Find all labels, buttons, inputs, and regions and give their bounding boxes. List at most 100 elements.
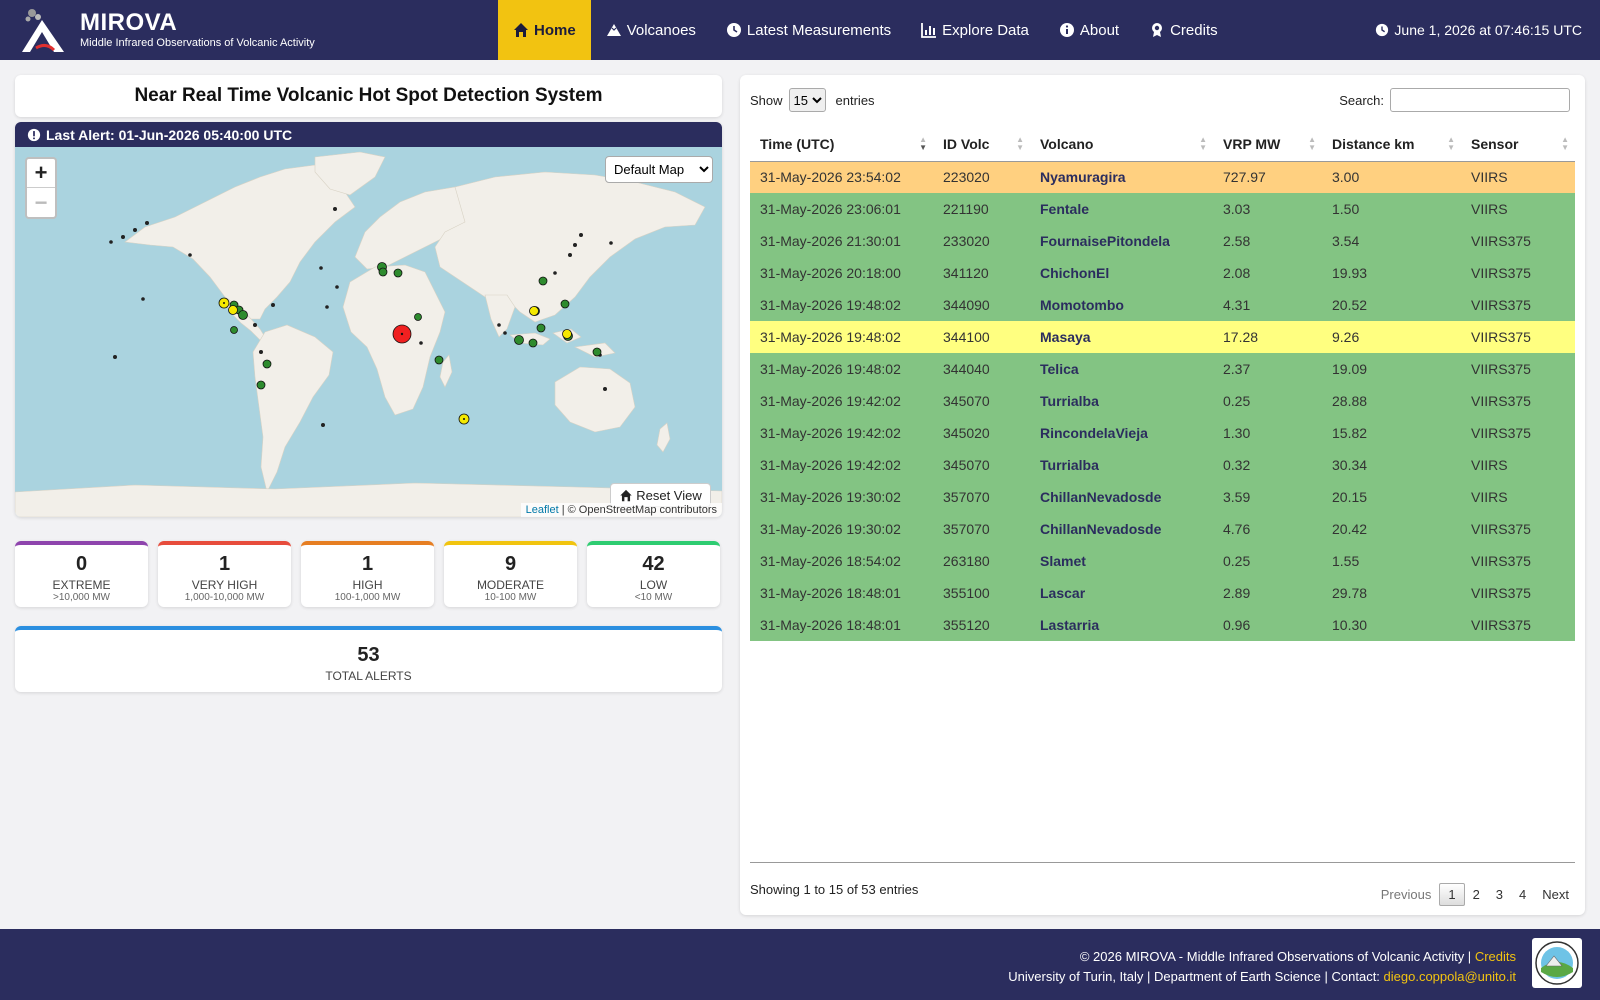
low-alert-marker[interactable] [238,310,248,320]
cell-volcano[interactable]: Lascar [1030,577,1213,609]
cell-time: 31-May-2026 23:06:01 [750,193,933,225]
sort-icon: ▲ ▼ [919,135,927,152]
sort-icon: ▲ ▼ [1308,135,1316,152]
cell-volcano[interactable]: FournaisePitondela [1030,225,1213,257]
cell-sensor: VIIRS [1461,449,1575,481]
page-length-select[interactable]: 15 [788,88,826,112]
pager-page-4[interactable]: 4 [1519,887,1527,902]
col-sensor[interactable]: Sensor ▲ ▼ [1461,127,1575,162]
nav-home[interactable]: Home [498,0,591,60]
cell-volcano[interactable]: ChillanNevadosde [1030,513,1213,545]
col-time[interactable]: Time (UTC) ▲ ▼ [750,127,933,162]
low-alert-marker[interactable] [560,299,570,309]
cell-volcano[interactable]: Masaya [1030,321,1213,353]
cell-volcano[interactable]: Fentale [1030,193,1213,225]
low-alert-marker[interactable] [592,347,602,357]
table-row[interactable]: 31-May-2026 23:54:02 223020 Nyamuragira 727… [750,161,1575,193]
low-alert-marker[interactable] [262,359,272,369]
nav-volcanoes-label: Volcanoes [626,21,696,39]
pager-page-3[interactable]: 3 [1495,887,1504,902]
nav-explore-data[interactable]: Explore Data [906,0,1044,60]
low-alert-marker[interactable] [514,335,524,345]
pager-page-2[interactable]: 2 [1472,887,1480,902]
stat-extreme: 0 EXTREME >10,000 MW [15,541,148,607]
table-row[interactable]: 31-May-2026 19:30:02 357070 ChillanNevados… [750,481,1575,513]
footer-email-link[interactable]: diego.coppola@unito.it [1383,969,1516,984]
leaflet-link[interactable]: Leaflet [525,504,559,516]
nav-credits[interactable]: Credits [1134,0,1233,60]
low-alert-marker[interactable] [538,276,548,286]
cell-distance: 29.78 [1322,577,1461,609]
table-row[interactable]: 31-May-2026 19:42:02 345020 RincondelaViej… [750,417,1575,449]
landmass-africa [342,264,446,416]
brand[interactable]: MIROVA Middle Infrared Observations of V… [18,6,315,54]
pager-next[interactable]: Next [1542,887,1569,902]
cell-volcano[interactable]: Turrialba [1030,385,1213,417]
cell-volcano[interactable]: Nyamuragira [1030,161,1213,193]
zoom-in-button[interactable]: + [27,159,55,188]
table-row[interactable]: 31-May-2026 23:06:01 221190 Fentale 3.03 1.5… [750,193,1575,225]
cell-distance: 19.93 [1322,257,1461,289]
cell-sensor: VIIRS375 [1461,577,1575,609]
cell-volcano[interactable]: RincondelaVieja [1030,417,1213,449]
cell-volcano[interactable]: Turrialba [1030,449,1213,481]
table-row[interactable]: 31-May-2026 18:48:01 355100 Lascar 2.89 29.7… [750,577,1575,609]
cell-volcano[interactable]: Telica [1030,353,1213,385]
high-alert-center [400,332,404,336]
table-row[interactable]: 31-May-2026 19:48:02 344040 Telica 2.37 19.0… [750,353,1575,385]
table-row[interactable]: 31-May-2026 18:54:02 263180 Slamet 0.25 1.55… [750,545,1575,577]
cell-id: 345070 [933,385,1030,417]
table-row[interactable]: 31-May-2026 19:42:02 345070 Turrialba 0.32 3… [750,449,1575,481]
total-label: TOTAL ALERTS [325,669,412,683]
nav-volcanoes[interactable]: Volcanoes [591,0,711,60]
cell-volcano[interactable]: ChichonEl [1030,257,1213,289]
award-icon [1152,23,1163,37]
table-row[interactable]: 31-May-2026 18:48:01 355120 Lastarria 0.96 1… [750,609,1575,641]
volcano-dot [145,221,149,225]
cell-volcano[interactable]: ChillanNevadosde [1030,481,1213,513]
cell-volcano[interactable]: Lastarria [1030,609,1213,641]
map-style-select[interactable]: Default Map [605,156,713,183]
col-volcano[interactable]: Volcano ▲ ▼ [1030,127,1213,162]
nav-about[interactable]: About [1044,0,1134,60]
world-map[interactable]: + − Default Map Reset View Leaflet | © O… [15,147,722,517]
table-row[interactable]: 31-May-2026 19:48:02 344100 Masaya 17.28 9.2… [750,321,1575,353]
search-input[interactable] [1390,88,1570,112]
low-alert-marker[interactable] [393,268,403,278]
low-alert-marker[interactable] [230,326,238,334]
col-id-volc[interactable]: ID Volc ▲ ▼ [933,127,1030,162]
zoom-out-button[interactable]: − [34,189,48,215]
moderate-alert-marker[interactable] [529,306,539,316]
low-alert-marker[interactable] [536,323,546,333]
pager-previous[interactable]: Previous [1380,887,1432,902]
table-row[interactable]: 31-May-2026 21:30:01 233020 FournaisePiton… [750,225,1575,257]
cell-time: 31-May-2026 19:48:02 [750,353,933,385]
cell-time: 31-May-2026 19:30:02 [750,513,933,545]
table-row[interactable]: 31-May-2026 19:42:02 345070 Turrialba 0.25 2… [750,385,1575,417]
moderate-alert-marker[interactable] [562,329,572,339]
cell-volcano[interactable]: Momotombo [1030,289,1213,321]
low-alert-marker[interactable] [378,267,388,277]
cell-volcano[interactable]: Slamet [1030,545,1213,577]
cell-sensor: VIIRS375 [1461,385,1575,417]
cell-time: 31-May-2026 18:48:01 [750,609,933,641]
page-length-control: Show 15 entries [750,88,875,112]
low-alert-marker[interactable] [256,380,266,390]
low-alert-marker[interactable] [414,313,422,321]
low-alert-marker[interactable] [528,338,538,348]
cell-vrp: 2.58 [1213,225,1322,257]
col-distance[interactable]: Distance km ▲ ▼ [1322,127,1461,162]
low-alert-marker[interactable] [434,355,444,365]
table-row[interactable]: 31-May-2026 19:48:02 344090 Momotombo 4.31 2… [750,289,1575,321]
nav-latest-measurements[interactable]: Latest Measurements [711,0,906,60]
col-vrp[interactable]: VRP MW ▲ ▼ [1213,127,1322,162]
moderate-alert-marker[interactable] [228,305,238,315]
table-row[interactable]: 31-May-2026 20:18:00 341120 ChichonEl 2.08 1… [750,257,1575,289]
table-row[interactable]: 31-May-2026 19:30:02 357070 ChillanNevados… [750,513,1575,545]
university-logo [1532,938,1582,988]
footer-credits-link[interactable]: Credits [1474,949,1516,964]
cell-vrp: 0.32 [1213,449,1322,481]
pager-page-1[interactable]: 1 [1439,883,1465,906]
landmass-new-zealand [656,422,671,453]
volcano-dot [579,233,583,237]
